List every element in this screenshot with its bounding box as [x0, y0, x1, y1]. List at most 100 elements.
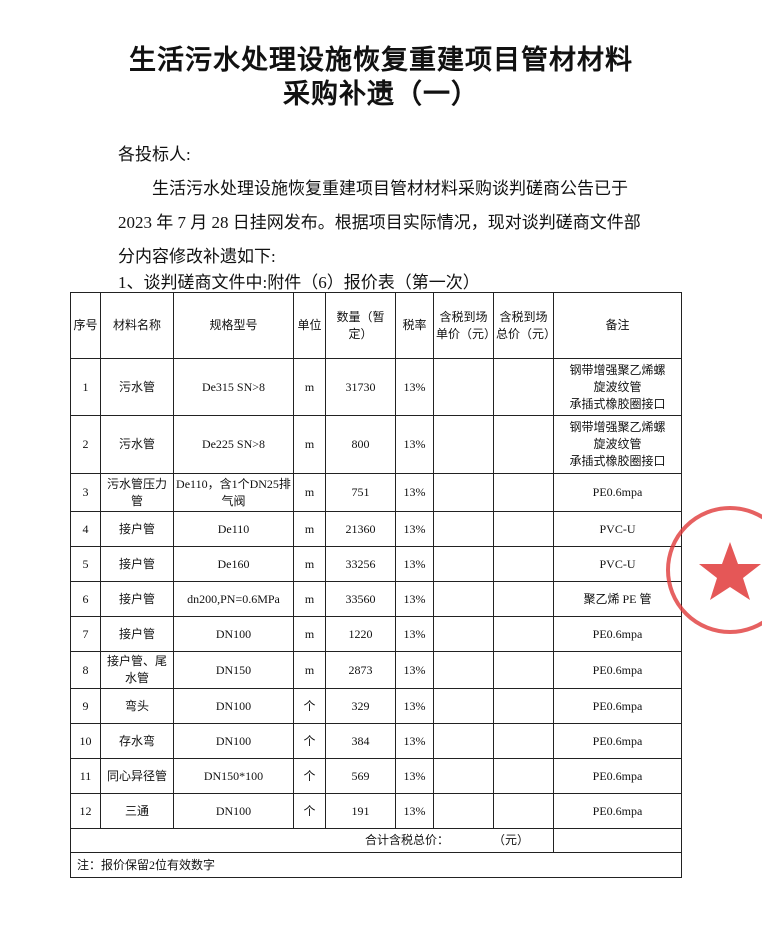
- cell-name: 同心异径管: [100, 758, 174, 794]
- remark-line: PE0.6mpa: [592, 662, 643, 677]
- cell-spec: De225 SN>8: [173, 415, 294, 474]
- cell-unit-price: [433, 723, 494, 759]
- cell-no: 3: [70, 473, 101, 512]
- remark-line: PVC-U: [599, 521, 636, 536]
- body-text: 生活污水处理设施恢复重建项目管材材料采购谈判磋商公告已于 2023 年 7 月 …: [118, 179, 641, 266]
- row: 3 污水管压力管 De110，含1个DN25排气阀 m 751 13% PE0.6mpa: [70, 473, 682, 512]
- cell-unit-price: [433, 358, 494, 416]
- cell-qty: 800: [325, 415, 396, 474]
- cell-spec: DN100: [173, 793, 294, 829]
- cell-no: 12: [70, 793, 101, 829]
- cell-tax: 13%: [395, 651, 434, 689]
- cell-qty: 329: [325, 688, 396, 724]
- header-cell: 序号: [70, 292, 101, 359]
- cell-qty: 33560: [325, 581, 396, 617]
- cell-unit: 个: [293, 758, 326, 794]
- item-heading: 1、谈判磋商文件中:附件（6）报价表（第一次）: [118, 273, 480, 292]
- cell-no: 10: [70, 723, 101, 759]
- header-cell: 税率: [395, 292, 434, 359]
- total-remark: [553, 828, 682, 853]
- cell-name: 接户管: [100, 511, 174, 547]
- cell-qty: 751: [325, 473, 396, 512]
- cell-remark: PE0.6mpa: [553, 651, 682, 689]
- title-line: 采购补遗（一）: [283, 79, 479, 110]
- cell-tax: 13%: [395, 511, 434, 547]
- cell-total-price: [493, 415, 554, 474]
- cell-name: 接户管: [100, 546, 174, 582]
- cell-qty: 384: [325, 723, 396, 759]
- cell-total-price: [493, 651, 554, 689]
- cell-qty: 2873: [325, 651, 396, 689]
- total-unit: （元）: [498, 833, 529, 847]
- row: 1 污水管 De315 SN>8 m 31730 13% 钢带增强聚乙烯螺 旋波纹管 承插式橡胶…: [70, 358, 682, 416]
- cell-spec: dn200,PN=0.6MPa: [173, 581, 294, 617]
- header-cell: 材料名称: [100, 292, 174, 359]
- note-row: 注：报价保留2位有效数字: [70, 852, 682, 878]
- row: 6 接户管 dn200,PN=0.6MPa m 33560 13% 聚乙烯 PE 管: [70, 581, 682, 617]
- header-cell: 规格型号: [173, 292, 294, 359]
- remark-line: PE0.6mpa: [592, 485, 643, 499]
- cell-unit: 个: [293, 793, 326, 829]
- header-cell: 含税到场单价（元）: [433, 292, 496, 359]
- cell-spec: DN150: [173, 651, 294, 689]
- row: 7 接户管 DN100 m 1220 13% PE0.6mpa: [70, 616, 682, 652]
- cell-spec: De110，含1个DN25排气阀: [173, 473, 294, 512]
- remark-line: PE0.6mpa: [592, 768, 643, 783]
- cell-no: 9: [70, 688, 101, 724]
- cell-unit: m: [293, 511, 326, 547]
- cell-no: 4: [70, 511, 101, 547]
- cell-unit-price: [433, 581, 494, 617]
- cell-tax: 13%: [395, 723, 434, 759]
- cell-spec: DN100: [173, 616, 294, 652]
- row: 9 弯头 DN100 个 329 13% PE0.6mpa: [70, 688, 682, 724]
- cell-remark: PE0.6mpa: [553, 758, 682, 794]
- stamp: [666, 506, 762, 634]
- cell-spec: De110: [173, 511, 294, 547]
- cell-spec: De160: [173, 546, 294, 582]
- cell-tax: 13%: [395, 758, 434, 794]
- cell-name: 接户管: [100, 616, 174, 652]
- header-cell: 数量（暂定）: [325, 292, 396, 359]
- cell-total-price: [493, 793, 554, 829]
- row: 4 接户管 De110 m 21360 13% PVC-U: [70, 511, 682, 547]
- cell-tax: 13%: [395, 473, 434, 512]
- cell-name: 污水管压力管: [100, 473, 174, 512]
- cell-remark: 聚乙烯 PE 管: [553, 581, 682, 617]
- cell-remark: PE0.6mpa: [553, 688, 682, 724]
- cell-unit-price: [433, 616, 494, 652]
- cell-tax: 13%: [395, 546, 434, 582]
- cell-unit: m: [293, 415, 326, 474]
- cell-total-price: [493, 616, 554, 652]
- remark-line: 钢带增强聚乙烯螺: [569, 420, 666, 434]
- cell-remark: PE0.6mpa: [553, 793, 682, 829]
- cell-unit-price: [433, 793, 494, 829]
- row: 12 三通 DN100 个 191 13% PE0.6mpa: [70, 793, 682, 829]
- cell-name: 弯头: [100, 688, 174, 724]
- remark-line: PE0.6mpa: [592, 698, 643, 713]
- cell-spec: DN100: [173, 723, 294, 759]
- cell-unit-price: [433, 511, 494, 547]
- cell-qty: 31730: [325, 358, 396, 416]
- cell-total-price: [493, 723, 554, 759]
- cell-qty: 21360: [325, 511, 396, 547]
- cell-unit: m: [293, 473, 326, 512]
- remark-line: 钢带增强聚乙烯螺: [569, 362, 666, 377]
- title-line: 生活污水处理设施恢复重建项目管材材料: [129, 45, 633, 76]
- cell-tax: 13%: [395, 688, 434, 724]
- remark-line: 旋波纹管: [593, 379, 642, 394]
- cell-qty: 1220: [325, 616, 396, 652]
- cell-unit: 个: [293, 688, 326, 724]
- total-cell: 合计含税总价： （元）: [70, 828, 554, 853]
- cell-remark: 钢带增强聚乙烯螺 旋波纹管 承插式橡胶圈接口: [553, 415, 682, 474]
- row: 11 同心异径管 DN150*100 个 569 13% PE0.6mpa: [70, 758, 682, 794]
- remark-line: PE0.6mpa: [592, 626, 643, 641]
- cell-unit: m: [293, 581, 326, 617]
- cell-total-price: [493, 511, 554, 547]
- cell-remark: PE0.6mpa: [553, 723, 682, 759]
- remark-line: PE0.6mpa: [592, 733, 643, 748]
- cell-name: 污水管: [100, 415, 174, 474]
- cell-unit: m: [293, 546, 326, 582]
- cell-unit: 个: [293, 723, 326, 759]
- note: 注：报价保留2位有效数字: [70, 852, 682, 878]
